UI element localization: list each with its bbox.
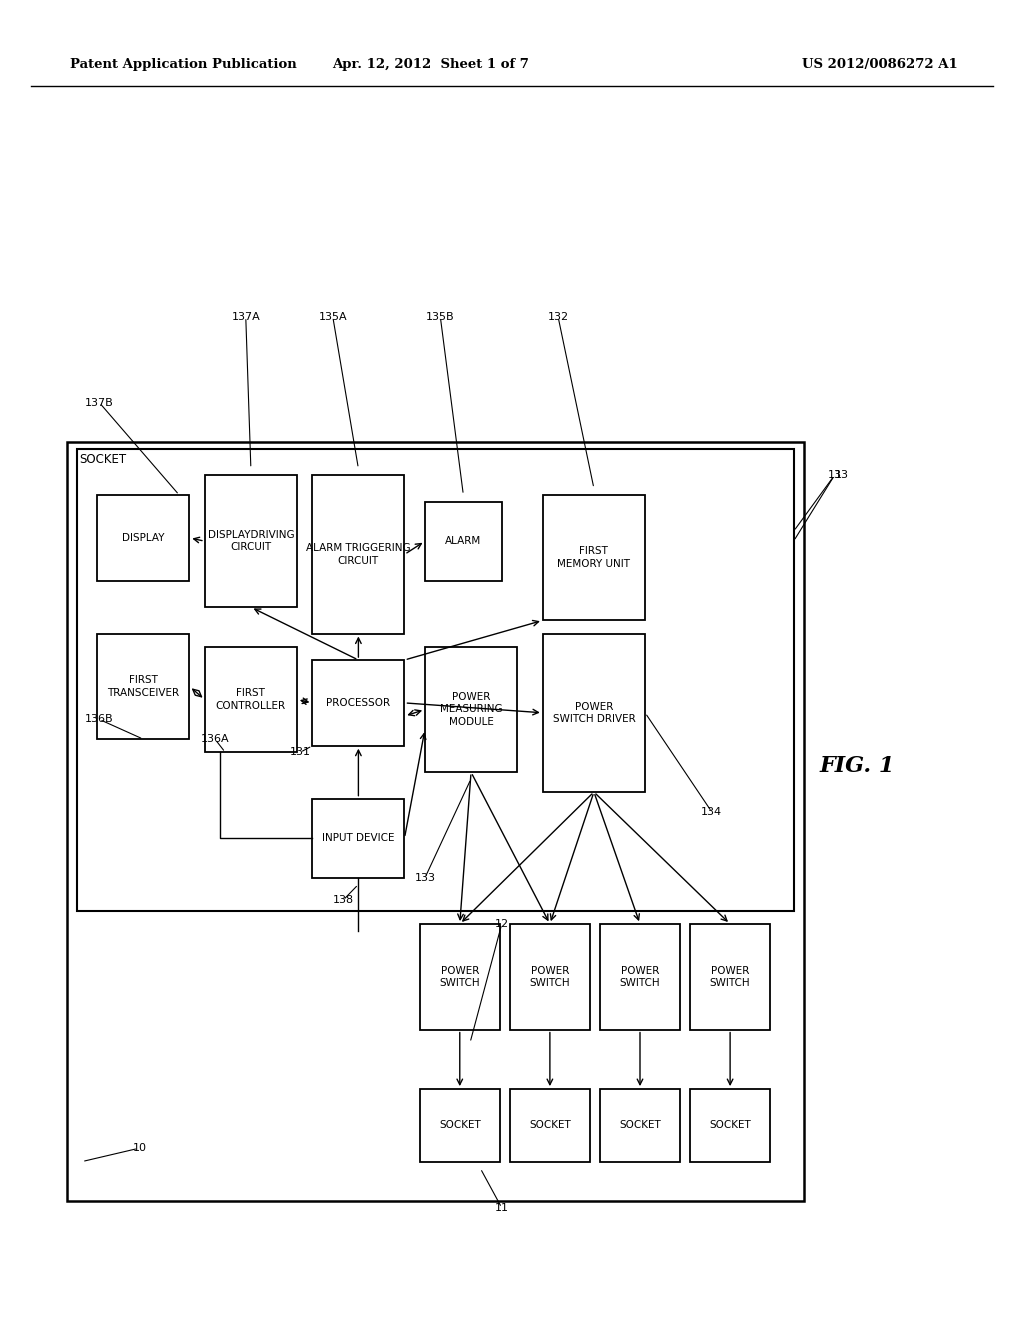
Text: SOCKET: SOCKET [439,1121,480,1130]
Bar [690,1089,770,1162]
Bar [690,924,770,1030]
Text: ALARM TRIGGERING
CIRCUIT: ALARM TRIGGERING CIRCUIT [306,544,411,565]
Text: 135A: 135A [318,312,347,322]
Text: FIRST
CONTROLLER: FIRST CONTROLLER [216,689,286,710]
Text: 11: 11 [495,1203,509,1213]
Bar [420,1089,500,1162]
Bar [205,647,297,752]
Text: 136B: 136B [85,714,114,725]
Bar [312,660,404,746]
Text: US 2012/0086272 A1: US 2012/0086272 A1 [802,58,957,71]
Bar [510,924,590,1030]
Text: FIG. 1: FIG. 1 [819,755,895,776]
Text: 136A: 136A [201,734,229,744]
Text: 10: 10 [133,1143,147,1154]
Text: Apr. 12, 2012  Sheet 1 of 7: Apr. 12, 2012 Sheet 1 of 7 [332,58,528,71]
Text: POWER
SWITCH DRIVER: POWER SWITCH DRIVER [553,702,635,723]
Text: 138: 138 [333,895,353,906]
Bar [510,1089,590,1162]
Text: DISPLAYDRIVING
CIRCUIT: DISPLAYDRIVING CIRCUIT [208,531,294,552]
Text: 12: 12 [495,919,509,929]
Text: Patent Application Publication: Patent Application Publication [70,58,296,71]
Bar [543,634,645,792]
Text: 132: 132 [548,312,568,322]
Text: FIRST
MEMORY UNIT: FIRST MEMORY UNIT [557,546,631,569]
Text: POWER
SWITCH: POWER SWITCH [620,966,660,987]
Bar [312,799,404,878]
Bar [97,634,189,739]
Text: POWER
SWITCH: POWER SWITCH [439,966,480,987]
Bar [600,924,680,1030]
Text: 133: 133 [415,873,435,883]
Text: ALARM: ALARM [445,536,481,546]
Bar [425,502,502,581]
Text: SOCKET: SOCKET [620,1121,660,1130]
Text: SOCKET: SOCKET [710,1121,751,1130]
Bar [600,1089,680,1162]
Text: POWER
SWITCH: POWER SWITCH [529,966,570,987]
Text: PROCESSOR: PROCESSOR [327,698,390,708]
Bar [543,495,645,620]
Text: 137A: 137A [231,312,260,322]
Text: 134: 134 [701,807,722,817]
Bar [67,442,804,1201]
Text: INPUT DEVICE: INPUT DEVICE [323,833,394,843]
Text: SOCKET: SOCKET [79,453,126,466]
Bar [205,475,297,607]
Bar [312,475,404,634]
Bar [420,924,500,1030]
Bar [97,495,189,581]
Text: SOCKET: SOCKET [529,1121,570,1130]
Text: 13: 13 [827,470,842,480]
Text: 137B: 137B [85,397,114,408]
Text: FIRST
TRANSCEIVER: FIRST TRANSCEIVER [108,676,179,697]
Text: 135B: 135B [426,312,455,322]
Bar [77,449,794,911]
Bar [425,647,517,772]
Text: 13: 13 [835,470,849,480]
Text: 131: 131 [290,747,310,758]
Text: DISPLAY: DISPLAY [122,533,165,543]
Text: POWER
MEASURING
MODULE: POWER MEASURING MODULE [439,692,503,727]
Text: POWER
SWITCH: POWER SWITCH [710,966,751,987]
